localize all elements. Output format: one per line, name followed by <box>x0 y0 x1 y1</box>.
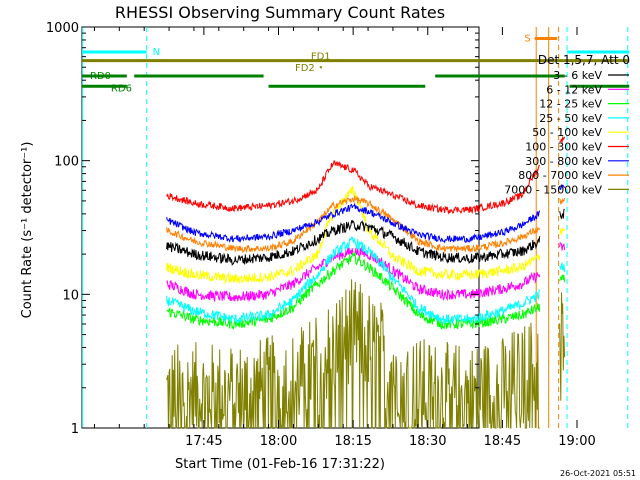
y-tick-label: 1 <box>71 422 79 437</box>
x-axis-label: Start Time (01-Feb-16 17:31:22) <box>175 457 385 472</box>
series-line-50-100-keV <box>166 186 566 285</box>
series-line-300-800-keV <box>166 184 566 244</box>
state-label-N: N <box>153 47 160 58</box>
series-line-100-300-keV <box>166 136 566 215</box>
x-tick-label: 18:00 <box>260 434 297 449</box>
state-dot-4 <box>319 66 322 69</box>
series-line-800-7000-keV <box>166 195 566 254</box>
x-tick-label: 18:45 <box>484 434 521 449</box>
legend-label-4: 50 - 100 keV <box>532 126 602 139</box>
x-tick-label: 18:15 <box>334 434 371 449</box>
x-tick-label: 17:45 <box>185 434 222 449</box>
legend-label-7: 800 - 7000 keV <box>518 169 602 182</box>
legend-label-8: 7000 - 15000 keV <box>504 183 602 196</box>
legend-label-0: 3 - 6 keV <box>553 69 602 82</box>
legend-label-6: 300 - 800 keV <box>525 155 602 168</box>
state-label-FD1: FD1 <box>311 52 331 63</box>
legend-label-2: 12 - 25 keV <box>539 98 602 111</box>
legend-label-5: 100 - 300 keV <box>525 141 602 154</box>
state-label-RD6: RD6 <box>111 83 132 94</box>
legend-label-1: 6 - 12 keV <box>546 83 602 96</box>
state-label-RD0: RD0 <box>90 71 111 82</box>
chart-title: RHESSI Observing Summary Count Rates <box>115 3 445 22</box>
series-line-25-50-keV <box>166 236 566 325</box>
series-layer <box>166 136 566 429</box>
series-line-12-25-keV <box>166 251 566 331</box>
x-tick-label: 19:00 <box>558 434 595 449</box>
y-tick-label: 100 <box>54 155 79 170</box>
legend-label-3: 25 - 50 keV <box>539 112 602 125</box>
legend-title: Det 1,5,7, Att 0 <box>538 53 630 67</box>
y-tick-label: 1000 <box>46 21 79 36</box>
timestamp: 26-Oct-2021 05:51 <box>560 469 636 478</box>
series-line-7000-15000-keV <box>166 279 566 429</box>
axes: 1 10 100 1000 17:45 18:00 18:15 18:30 18:45 19:00 <box>46 21 596 449</box>
y-axis-label: Count Rate (s⁻¹ detector⁻¹) <box>20 142 35 319</box>
x-tick-label: 18:30 <box>409 434 446 449</box>
y-tick-label: 10 <box>62 288 79 303</box>
state-label-FD2: FD2 <box>295 63 315 74</box>
vertical-markers <box>81 27 629 428</box>
state-label-S: S <box>524 34 530 45</box>
